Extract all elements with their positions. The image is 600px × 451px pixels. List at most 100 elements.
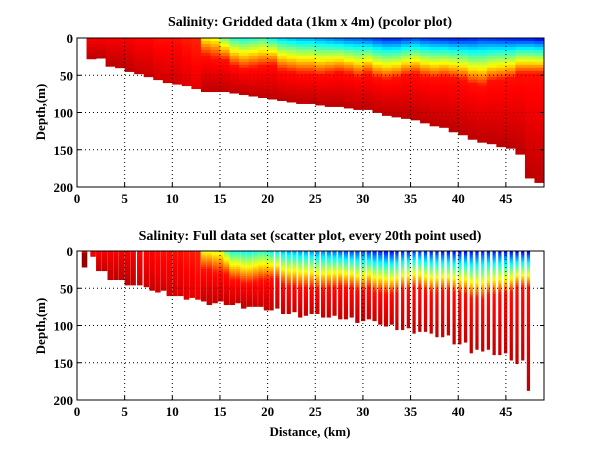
- scatter-point: [246, 302, 253, 306]
- scatter-point: [338, 277, 343, 281]
- scatter-point: [526, 301, 531, 304]
- scatter-point: [113, 252, 119, 255]
- scatter-point: [526, 297, 531, 300]
- scatter-point: [463, 295, 468, 298]
- pcolor-cell: [381, 61, 392, 66]
- scatter-point: [315, 279, 320, 282]
- scatter-point: [246, 304, 253, 307]
- pcolor-cell: [448, 40, 459, 45]
- scatter-point: [361, 279, 366, 282]
- scatter-point: [378, 276, 383, 279]
- pcolor-cell: [486, 88, 497, 93]
- x-tick-label: 40: [452, 191, 465, 206]
- scatter-point: [463, 270, 468, 273]
- pcolor-cell: [534, 151, 545, 155]
- scatter-point: [412, 313, 416, 316]
- pcolor-cell: [324, 61, 335, 66]
- scatter-point: [418, 254, 422, 257]
- scatter-point: [372, 254, 377, 257]
- pcolor-cell: [372, 49, 383, 54]
- scatter-point: [486, 288, 491, 291]
- pcolor-cell: [258, 85, 269, 90]
- scatter-point: [503, 308, 508, 311]
- scatter-point: [252, 263, 258, 266]
- scatter-point: [412, 299, 416, 302]
- scatter-point: [446, 329, 450, 332]
- scatter-point: [498, 274, 502, 277]
- scatter-point: [315, 258, 320, 261]
- scatter-point: [469, 336, 473, 340]
- scatter-point: [401, 281, 405, 284]
- scatter-point: [441, 270, 445, 273]
- scatter-point: [441, 267, 445, 270]
- scatter-point: [463, 251, 468, 254]
- scatter-point: [137, 283, 143, 286]
- scatter-point: [458, 263, 462, 266]
- scatter-point: [343, 313, 349, 316]
- scatter-point: [418, 318, 422, 322]
- scatter-point: [498, 331, 502, 334]
- scatter-point: [492, 299, 496, 302]
- scatter-point: [383, 306, 389, 309]
- scatter-point: [429, 276, 433, 279]
- scatter-point: [498, 277, 502, 281]
- pcolor-cell: [381, 97, 392, 101]
- scatter-point: [320, 263, 326, 266]
- scatter-point: [486, 274, 491, 277]
- scatter-point: [389, 284, 394, 288]
- scatter-point: [441, 276, 445, 279]
- pcolor-cell: [429, 124, 440, 127]
- scatter-point: [418, 304, 422, 307]
- scatter-point: [463, 281, 468, 284]
- pcolor-cell: [153, 64, 164, 69]
- pcolor-cell: [524, 85, 535, 90]
- scatter-point: [343, 276, 349, 279]
- scatter-point: [389, 267, 394, 270]
- pcolor-cell: [286, 70, 297, 75]
- scatter-point: [218, 295, 224, 298]
- pcolor-cell: [115, 46, 126, 51]
- pcolor-cell: [505, 136, 516, 140]
- pcolor-cell: [296, 38, 307, 42]
- scatter-point: [486, 258, 491, 261]
- scatter-point: [492, 293, 496, 297]
- pcolor-cell: [258, 46, 269, 51]
- pcolor-cell: [115, 58, 126, 63]
- scatter-point: [130, 265, 136, 268]
- scatter-point: [435, 263, 439, 266]
- scatter-point: [309, 301, 314, 304]
- scatter-point: [423, 251, 428, 254]
- scatter-point: [509, 335, 513, 338]
- scatter-points: [81, 251, 531, 391]
- pcolor-cell: [191, 67, 202, 72]
- pcolor-cell: [515, 64, 526, 69]
- scatter-point: [446, 279, 450, 282]
- scatter-point: [246, 283, 253, 286]
- scatter-point: [395, 252, 399, 255]
- scatter-point: [401, 310, 405, 313]
- pcolor-cell: [477, 91, 488, 96]
- scatter-point: [406, 313, 410, 316]
- scatter-point: [515, 259, 519, 263]
- scatter-point: [503, 333, 508, 336]
- scatter-point: [113, 274, 119, 277]
- scatter-point: [395, 322, 399, 325]
- scatter-point: [389, 318, 394, 322]
- scatter-point: [275, 272, 280, 275]
- scatter-point: [452, 293, 456, 297]
- pcolor-cell: [524, 79, 535, 84]
- scatter-point: [183, 265, 190, 268]
- scatter-point: [240, 254, 247, 257]
- scatter-point: [218, 268, 224, 272]
- pcolor-cell: [248, 67, 259, 72]
- scatter-point: [315, 302, 320, 306]
- scatter-point: [446, 274, 450, 277]
- scatter-point: [486, 259, 491, 263]
- scatter-point: [378, 313, 383, 316]
- scatter-point: [292, 301, 297, 304]
- scatter-point: [81, 251, 88, 254]
- scatter-point: [423, 265, 428, 268]
- pcolor-cell: [534, 49, 545, 54]
- scatter-point: [223, 297, 230, 300]
- scatter-point: [481, 324, 485, 327]
